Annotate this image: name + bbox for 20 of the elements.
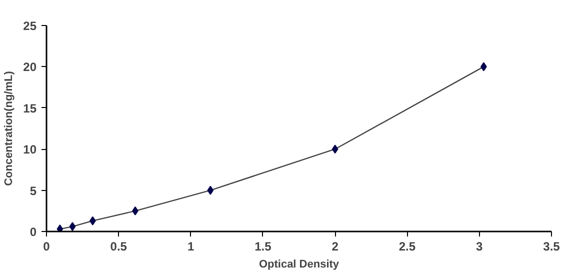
point	[69, 222, 76, 232]
x-tick-label: 1.5	[254, 240, 272, 254]
x-tick-label: 3.5	[543, 240, 560, 254]
y-tick-label: 0	[30, 225, 37, 239]
x-tick-label: 0.5	[110, 240, 128, 254]
point	[207, 186, 214, 195]
x-tick-label: 3	[476, 240, 484, 254]
x-axis-title: Optical Density	[258, 258, 340, 270]
y-axis-title: Concentration(ng/mL)	[3, 70, 16, 186]
point	[56, 224, 64, 232]
y-tick-label: 10	[23, 142, 37, 157]
y-tick-label: 5	[30, 184, 37, 198]
x-tick-label: 2.5	[398, 240, 416, 254]
point	[332, 144, 338, 154]
y-tick-label: 20	[23, 60, 37, 74]
x-tick-label: 1	[187, 240, 194, 254]
x-tick-label: 0	[43, 240, 50, 254]
y-tick-label: 25	[23, 19, 37, 33]
y-tick-label: 15	[23, 101, 37, 116]
x-tick-label: 2	[332, 240, 339, 254]
